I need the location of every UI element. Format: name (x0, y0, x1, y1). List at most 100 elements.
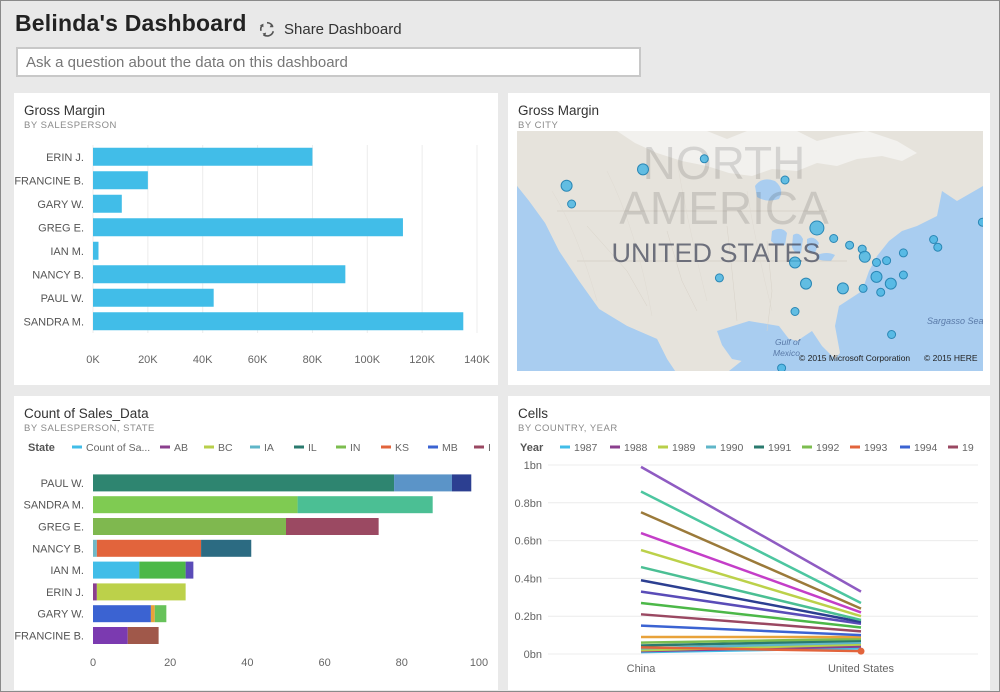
series-line (640, 579, 862, 624)
map-bubble (637, 163, 649, 176)
map-label-country: UNITED STATES (611, 238, 820, 268)
qa-input[interactable] (16, 47, 641, 77)
x-tick-label: 60K (248, 354, 268, 366)
tile-gross-margin-city[interactable]: Gross Margin BY CITY NORTH AMERICA UNITE… (508, 93, 990, 385)
bar-segment (154, 605, 167, 623)
tile-title: Count of Sales_Data (24, 406, 149, 421)
map-bubble (800, 277, 812, 290)
tile-title: Gross Margin (24, 103, 106, 118)
x-tick-label: 100K (354, 354, 380, 366)
legend-label: IL (308, 442, 317, 454)
map-label-sea: Sargasso Sea (927, 316, 983, 326)
map[interactable]: NORTH AMERICA UNITED STATES Sargasso Sea… (517, 131, 983, 371)
bar-segment (201, 539, 252, 557)
series-line (640, 465, 862, 593)
bar (93, 171, 148, 190)
series-point (857, 647, 865, 655)
map-bubble (872, 258, 881, 267)
x-tick-label: 100 (470, 657, 488, 669)
bar-chart-gross-margin: 0K 20K 40K 60K 80K 100K 120K 140K ERIN J. FRANCIN… (14, 145, 491, 366)
map-bubble (887, 330, 897, 339)
tile-gross-margin-salesperson[interactable]: Gross Margin BY SALESPERSON 0K 20K 40K 60K 8… (14, 93, 498, 385)
stacked-bar-chart-sales: State Count of Sa... AB BC IA IL IN KS MB I PAUL W… (14, 442, 491, 669)
legend-label: BC (218, 442, 233, 454)
map-bubble (876, 287, 886, 297)
map-label-continent-1: NORTH (643, 137, 806, 189)
bar-segment (93, 474, 395, 492)
bar-segment (93, 627, 128, 644)
map-bubble (714, 273, 724, 283)
category-label: ERIN J. (46, 152, 84, 164)
category-label: FRANCINE B. (14, 631, 84, 643)
pacific-ocean (517, 186, 675, 371)
share-dashboard-button[interactable]: Share Dashboard (258, 18, 402, 40)
bar-segment (93, 605, 151, 623)
x-tick-label: 0K (86, 354, 100, 366)
tile-cells[interactable]: Cells BY COUNTRY, YEAR Year 1987 1988 1989 1… (508, 396, 990, 690)
share-dashboard-label: Share Dashboard (284, 20, 402, 38)
legend-label: AB (174, 442, 188, 454)
series-line (640, 490, 862, 605)
category-label: SANDRA M. (23, 500, 84, 512)
map-bubble (829, 234, 839, 243)
map-bubble (789, 256, 801, 269)
category-label: PAUL W. (41, 478, 84, 490)
map-bubble (898, 270, 908, 280)
y-tick-label: 0.6bn (514, 536, 542, 548)
map-bubble (777, 363, 787, 371)
map-bubble (977, 217, 983, 227)
tile-title: Cells (518, 406, 549, 421)
series-line (640, 565, 862, 622)
map-bubble (898, 248, 908, 258)
bar-segment (93, 561, 140, 579)
map-bubble (836, 282, 849, 295)
category-label: GARY W. (37, 199, 84, 211)
legend-label: MB (442, 442, 458, 454)
map-label-continent-2: AMERICA (619, 182, 829, 234)
map-canvas: NORTH AMERICA UNITED STATES Sargasso Sea… (517, 131, 983, 371)
bar-segment (394, 474, 452, 492)
legend-label: 1990 (720, 442, 744, 454)
x-tick-label: 120K (409, 354, 435, 366)
x-tick-label: 20K (138, 354, 158, 366)
series-line (640, 548, 862, 618)
tile-count-sales-data[interactable]: Count of Sales_Data BY SALESPERSON, STAT… (14, 396, 498, 690)
bar-segment (286, 518, 379, 535)
map-bubble (884, 277, 897, 290)
bar-segment (93, 496, 298, 514)
series-line (640, 643, 862, 652)
category-label: GARY W. (37, 609, 84, 621)
x-tick-label: 20 (164, 657, 176, 669)
map-label-gulf-1: Gulf of (775, 337, 802, 347)
tile-title: Gross Margin (518, 103, 600, 118)
bar-segment (93, 518, 286, 535)
series-line (640, 624, 862, 637)
map-label-gulf-2: Mexico (773, 348, 800, 358)
tile-subtitle: BY COUNTRY, YEAR (518, 423, 618, 434)
series-line (640, 637, 862, 644)
category-label: GREG E. (38, 222, 84, 234)
bar (93, 312, 464, 331)
x-tick-label: 60 (318, 657, 330, 669)
lake-huron (807, 237, 819, 253)
bar (93, 194, 122, 213)
legend-label: IN (350, 442, 361, 454)
series-line (640, 639, 862, 647)
bar (93, 241, 99, 260)
map-bubble (858, 283, 868, 293)
legend-label: 1987 (574, 442, 598, 454)
map-bubble (809, 220, 825, 236)
tile-subtitle: BY SALESPERSON, STATE (24, 423, 155, 434)
bar-segment (297, 496, 433, 514)
map-bubble (882, 256, 892, 266)
series-line (640, 601, 862, 629)
category-label: IAN M. (50, 565, 84, 577)
legend-label: 1994 (914, 442, 938, 454)
category-label: SANDRA M. (23, 316, 84, 328)
y-tick-label: 1bn (524, 460, 542, 472)
share-icon (259, 21, 275, 37)
legend-label: 19 (962, 442, 974, 454)
y-tick-label: 0.4bn (514, 573, 542, 585)
legend-label: 1988 (624, 442, 648, 454)
line-chart-cells: Year 1987 1988 1989 1990 1991 1992 1993 1994 19 0b… (514, 442, 978, 675)
